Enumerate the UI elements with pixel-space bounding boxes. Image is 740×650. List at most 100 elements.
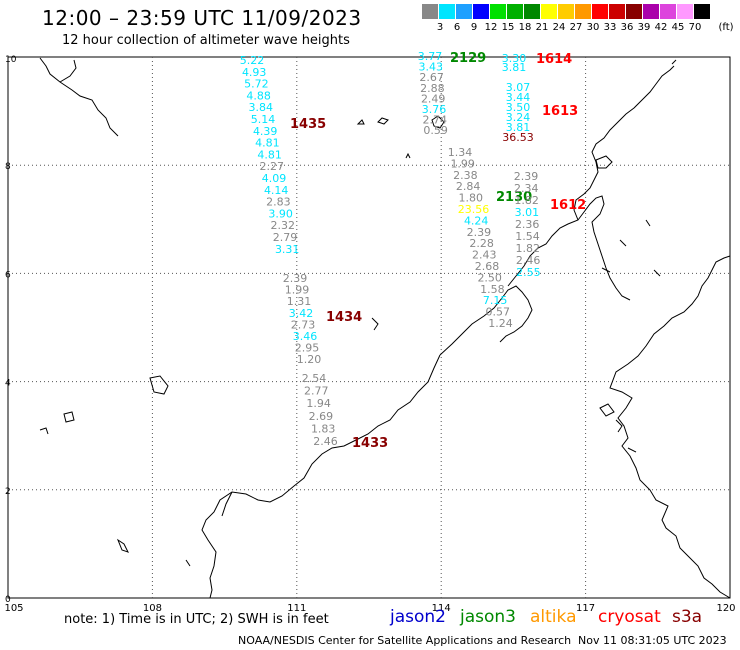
track-pass-label: 1435 [290,117,326,132]
wave-height-value: 2.74 [423,114,448,127]
wave-height-value: 5.72 [244,78,269,91]
wave-height-value: 1.20 [297,353,322,366]
wave-height-value: 2.88 [420,82,445,95]
wave-height-value: 1.24 [488,317,513,330]
wave-height-value: 3.81 [506,121,531,134]
mission-altika: altika [530,607,577,627]
wave-height-value: 2.27 [260,160,285,173]
axis-tick-labels: 105 108 111 114 117 120 0 2 4 6 8 10 [4,55,735,614]
scale-label: 39 [637,22,651,33]
scale-swatch [660,4,676,19]
track-1614: 3.303.81 1614 [502,52,572,74]
wave-height-value: 2.39 [283,272,308,285]
scale-swatch [626,4,642,19]
wave-height-value: 2.39 [467,226,492,239]
map-subtitle: 12 hour collection of altimeter wave hei… [62,33,350,48]
wave-height-value: 1.82 [514,194,539,207]
scale-label: 42 [654,22,668,33]
wave-height-value: 1.99 [285,284,310,297]
coastline [39,57,731,599]
wave-height-value: 5.22 [240,54,265,67]
wave-height-value: 7.15 [483,294,508,307]
wave-height-value: 2.34 [514,182,539,195]
wave-height-value: 4.14 [264,184,289,197]
wave-height-value: 1.82 [516,242,541,255]
mission-s3a: s3a [672,607,703,627]
scale-swatch [609,4,625,19]
wave-height-value: 0.57 [486,306,511,319]
wave-height-value: 5.14 [251,113,276,126]
x-tick-label: 114 [432,603,451,614]
wave-height-value: 2.32 [271,219,296,232]
mission-jason2: jason2 [390,607,446,627]
y-tick-label: 6 [5,270,11,280]
wave-height-value: 0.59 [423,124,448,137]
wave-height-value: 4.93 [242,66,267,79]
scale-unit: (ft) [718,22,734,33]
wave-height-value: 2.77 [304,385,329,398]
track-1435: 5.224.935.724.883.845.144.394.814.812.27… [240,54,326,256]
scale-label: 24 [552,22,566,33]
footer-note: note: 1) Time is in UTC; 2) SWH is in fe… [64,612,329,627]
track-pass-label: 1433 [352,436,388,451]
wave-height-value: 2.36 [515,218,540,231]
x-tick-label: 108 [143,603,162,614]
x-tick-label: 120 [716,603,735,614]
wave-height-value: 2.55 [516,266,541,279]
scale-label: 30 [586,22,600,33]
generation-timestamp: Nov 11 08:31:05 UTC 2023 [578,634,727,647]
wave-height-value: 2.38 [453,169,478,182]
x-tick-label: 111 [287,603,306,614]
mission-jason3: jason3 [460,607,516,627]
wave-height-value: 36.53 [502,131,534,144]
wave-height-value: 4.39 [253,125,278,138]
wave-height-value: 3.31 [275,243,300,256]
scale-swatch [422,4,438,19]
satellite-tracks: 5.224.935.724.883.845.144.394.814.812.27… [240,50,586,451]
x-tick-label: 117 [576,603,595,614]
wave-height-value: 4.81 [257,148,282,161]
wave-height-value: 3.01 [515,206,540,219]
wave-height-value: 1.83 [311,422,336,435]
credit-line: NOAA/NESDIS Center for Satellite Applica… [238,634,572,647]
track-pass-label: 1614 [536,52,572,67]
wave-height-value: 4.24 [464,214,489,227]
scale-swatch [541,4,557,19]
wave-height-value: 2.83 [266,196,291,209]
wave-height-value: 1.31 [287,295,312,308]
mission-cryosat: cryosat [598,607,661,627]
map-frame [7,56,731,599]
scale-swatch [490,4,506,19]
wave-height-value: 2.69 [309,410,334,423]
wave-height-value: 4.88 [246,89,271,102]
wave-height-value: 2.73 [291,318,316,331]
scale-label: 18 [518,22,532,33]
wave-height-value: 3.46 [293,330,318,343]
wave-height-value: 3.84 [249,101,274,114]
scale-swatch [575,4,591,19]
wave-height-value: 1.54 [515,230,540,243]
scale-swatch [592,4,608,19]
wave-height-value: 1.58 [480,283,505,296]
wave-height-value: 4.81 [255,137,280,150]
scale-label: 6 [453,22,461,33]
wave-height-value: 2.46 [516,254,541,267]
track-1433: 2.542.771.942.691.832.46 1433 [302,372,388,451]
wave-height-value: 3.24 [506,111,531,124]
scale-swatch [507,4,523,19]
wave-height-value: 3.77 [418,50,443,63]
track-pass-label: 2130 [496,190,532,205]
track-2129: 3.773.432.672.882.493.762.740.59 2129 [418,50,486,137]
wave-height-value: 2.49 [421,92,446,105]
wave-height-value: 3.42 [289,307,314,320]
track-pass-label: 1613 [542,104,578,119]
track-pass-label: 1434 [326,310,362,325]
wave-height-value: 2.84 [456,180,481,193]
scale-label: 21 [535,22,549,33]
wave-height-value: 4.09 [262,172,287,185]
track-pass-label: 2129 [450,51,486,66]
y-tick-label: 0 [5,595,11,605]
wave-height-value: 2.79 [273,231,298,244]
